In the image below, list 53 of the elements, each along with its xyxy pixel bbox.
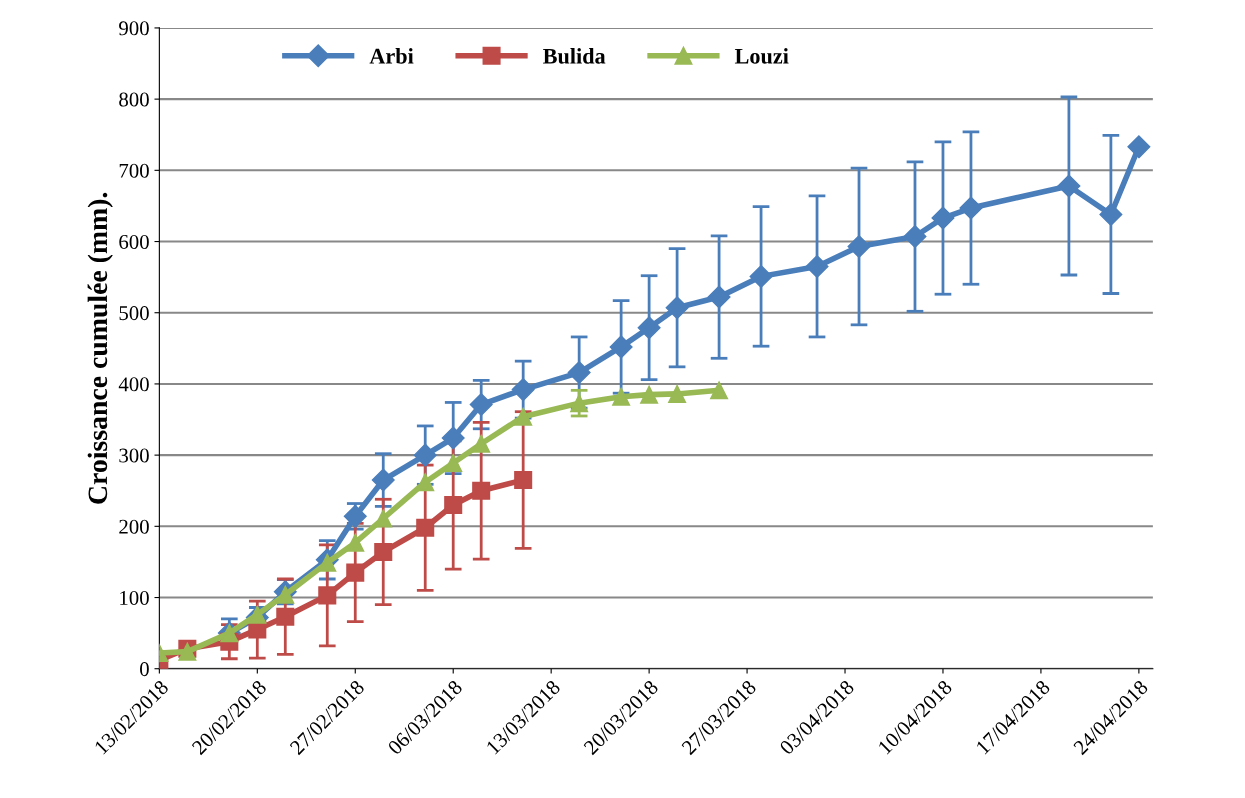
y-tick-label: 200 [119, 519, 149, 534]
legend-label: Arbi [369, 48, 414, 64]
legend-label: Louzi [734, 48, 789, 64]
point [472, 481, 491, 500]
point [959, 196, 983, 220]
y-tick-label: 800 [119, 92, 149, 107]
point [413, 443, 437, 467]
point [749, 264, 773, 288]
y-tick-label: 700 [119, 163, 149, 178]
point [371, 468, 395, 492]
point [276, 607, 295, 626]
point [609, 335, 633, 359]
point [570, 394, 589, 413]
point [416, 518, 435, 537]
point [903, 225, 927, 249]
point [444, 495, 463, 514]
point [514, 471, 533, 490]
point [1127, 135, 1151, 159]
point [444, 453, 463, 472]
point [612, 387, 631, 406]
legend-label: Bulida [543, 48, 606, 64]
point [416, 473, 435, 492]
point [472, 434, 491, 453]
point [847, 235, 871, 259]
point [931, 206, 955, 230]
point [637, 316, 661, 340]
point [441, 426, 465, 450]
y-tick-label: 400 [118, 377, 149, 392]
y-tick-label: 0 [140, 662, 149, 677]
point [640, 385, 659, 404]
y-axis-title: Croissance cumulée (mm). [87, 192, 113, 504]
point [318, 586, 337, 605]
point [567, 361, 591, 385]
point [514, 407, 533, 426]
y-tick-label: 500 [119, 306, 149, 321]
point [346, 533, 365, 552]
point [665, 296, 689, 320]
point [511, 378, 535, 402]
y-tick-label: 900 [119, 21, 149, 36]
point [469, 393, 493, 417]
point [805, 254, 829, 278]
y-tick-label: 600 [119, 234, 149, 249]
point [1057, 174, 1081, 198]
point [346, 563, 365, 582]
point [668, 384, 687, 403]
point [374, 509, 393, 528]
point [710, 381, 729, 400]
point [707, 285, 731, 309]
point [1099, 202, 1123, 226]
point [374, 542, 393, 561]
y-tick-label: 100 [120, 590, 149, 605]
y-tick-label: 300 [119, 448, 149, 463]
point [248, 605, 267, 624]
